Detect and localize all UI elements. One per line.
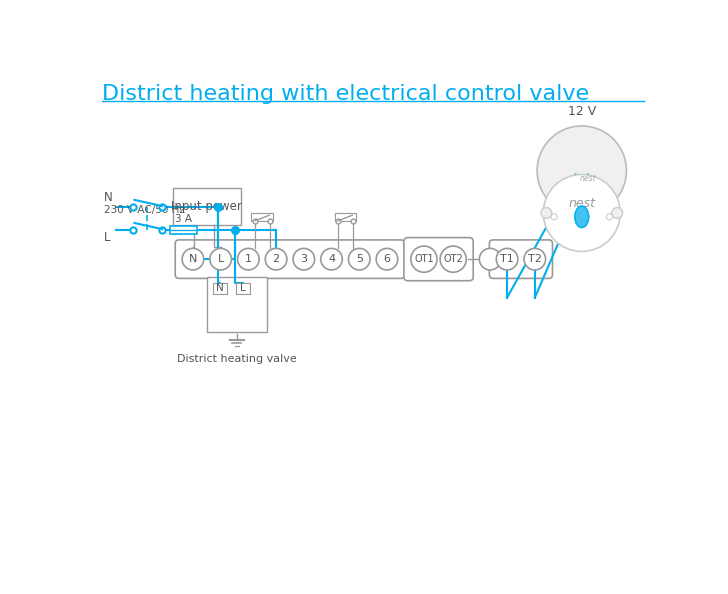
Text: nest: nest [569,197,596,210]
Text: 5: 5 [356,254,363,264]
Text: 12 V: 12 V [568,105,596,118]
Text: nest: nest [579,174,596,183]
FancyBboxPatch shape [404,238,473,281]
Circle shape [551,214,557,220]
Circle shape [265,248,287,270]
Circle shape [537,126,626,215]
Circle shape [293,248,314,270]
Circle shape [321,248,342,270]
Text: T2: T2 [528,254,542,264]
Text: 2: 2 [272,254,280,264]
Circle shape [543,175,620,251]
FancyBboxPatch shape [251,213,273,220]
Polygon shape [575,206,589,228]
FancyBboxPatch shape [213,283,227,294]
Text: L: L [103,230,110,244]
Circle shape [496,248,518,270]
Circle shape [541,207,552,219]
Text: OT2: OT2 [443,254,463,264]
Text: N: N [103,191,112,204]
Text: 4: 4 [328,254,335,264]
Circle shape [376,248,397,270]
FancyBboxPatch shape [236,283,250,294]
Text: N: N [189,254,197,264]
Text: District heating with electrical control valve: District heating with electrical control… [102,84,589,103]
Text: 230 V AC/50 Hz: 230 V AC/50 Hz [103,204,184,214]
FancyBboxPatch shape [175,240,405,279]
Circle shape [479,248,501,270]
Text: T1: T1 [500,254,514,264]
Circle shape [440,246,466,272]
Circle shape [182,248,204,270]
Text: 1: 1 [245,254,252,264]
Circle shape [606,214,612,220]
FancyBboxPatch shape [173,188,241,225]
FancyBboxPatch shape [489,240,553,279]
Circle shape [524,248,545,270]
Circle shape [237,248,259,270]
Text: L: L [240,283,246,293]
FancyBboxPatch shape [207,277,267,332]
Text: 3: 3 [301,254,307,264]
Text: -: - [480,252,485,266]
FancyBboxPatch shape [335,213,356,220]
Text: 3 A: 3 A [175,214,191,224]
Circle shape [349,248,370,270]
Circle shape [612,207,622,219]
Text: Input power: Input power [171,200,242,213]
FancyBboxPatch shape [170,226,197,234]
Text: 6: 6 [384,254,390,264]
Circle shape [210,248,232,270]
Text: L: L [218,254,223,264]
Text: N: N [216,283,223,293]
Circle shape [411,246,437,272]
Text: District heating valve: District heating valve [177,354,297,364]
Text: OT1: OT1 [414,254,434,264]
